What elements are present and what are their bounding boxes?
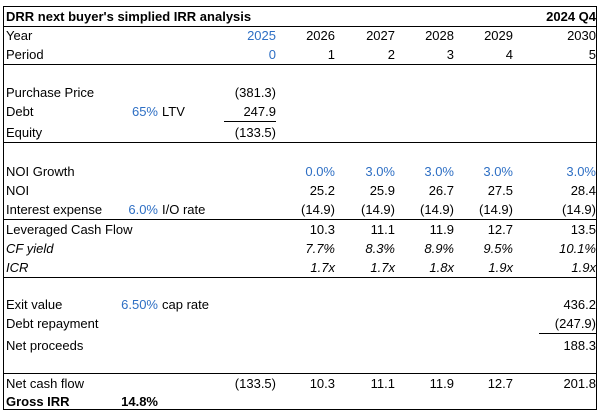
interest-label: Interest expense [6, 202, 103, 217]
lcf-cell: 10.3 [309, 222, 335, 237]
ltv-label: LTV [162, 104, 185, 119]
cf-yield-cell: 8.9% [424, 241, 454, 256]
net-cash-flow-cell: 11.1 [370, 376, 395, 391]
period-label: 2024 Q4 [546, 9, 596, 24]
io-rate-label: I/O rate [162, 202, 206, 217]
year-label: Year [6, 28, 33, 43]
interest-cell: (14.9) [301, 202, 335, 217]
noi-cell: 25.9 [369, 183, 395, 198]
icr-cell: 1.8x [429, 260, 454, 275]
noi-growth-cell: 3.0% [566, 164, 596, 179]
noi-growth-cell: 0.0% [305, 164, 335, 179]
cf-yield-label: CF yield [6, 241, 54, 256]
ltv-value: 65% [131, 104, 158, 119]
noi-row: NOI 25.2 25.9 26.7 27.5 28.4 [4, 181, 596, 200]
cf-yield-cell: 8.3% [365, 241, 395, 256]
debt-repayment-amount: (247.9) [539, 314, 596, 334]
period-cell: 5 [588, 47, 596, 62]
icr-cell: 1.9x [488, 260, 513, 275]
icr-label: ICR [6, 260, 29, 275]
icr-cell: 1.9x [571, 260, 596, 275]
net-cash-flow-cell: 12.7 [487, 376, 513, 391]
interest-cell: (14.9) [562, 202, 596, 217]
cf-yield-row: CF yield 7.7% 8.3% 8.9% 9.5% 10.1% [4, 239, 596, 258]
net-proceeds-amount: 188.3 [563, 338, 596, 353]
purchase-price-row: Purchase Price (381.3) [4, 83, 596, 102]
lcf-cell: 13.5 [570, 222, 596, 237]
net-proceeds-row: Net proceeds 188.3 [4, 336, 596, 355]
equity-row: Equity (133.5) [4, 123, 596, 143]
period-cell: 0 [268, 47, 276, 62]
title-row: DRR next buyer's simplied IRR analysis 2… [4, 7, 596, 27]
period-cell: 3 [446, 47, 454, 62]
noi-label: NOI [6, 183, 30, 198]
year-cell: 2029 [484, 28, 513, 43]
purchase-price-value: (381.3) [234, 85, 276, 100]
period-row: Period 0 1 2 3 4 5 [4, 45, 596, 65]
cap-rate-value: 6.50% [121, 297, 158, 312]
noi-cell: 27.5 [487, 183, 513, 198]
lcf-label: Leveraged Cash Flow [6, 222, 133, 237]
net-cash-flow-row: Net cash flow (133.5) 10.3 11.1 11.9 12.… [4, 373, 596, 393]
year-cell: 2026 [306, 28, 335, 43]
period-cell: 4 [505, 47, 513, 62]
gross-irr-value: 14.8% [121, 394, 158, 409]
lcf-cell: 12.7 [487, 222, 513, 237]
period-cell: 2 [387, 47, 395, 62]
noi-growth-cell: 3.0% [483, 164, 513, 179]
icr-cell: 1.7x [370, 260, 395, 275]
net-cash-flow-cell: 201.8 [563, 376, 596, 391]
year-cell: 2025 [247, 28, 276, 43]
net-cash-flow-cell: 11.9 [429, 376, 454, 391]
period-cell: 1 [327, 47, 335, 62]
interest-cell: (14.9) [361, 202, 395, 217]
exit-value-label: Exit value [6, 297, 63, 312]
sheet-title: DRR next buyer's simplied IRR analysis [6, 9, 252, 24]
cf-yield-cell: 7.7% [305, 241, 335, 256]
year-cell: 2027 [366, 28, 395, 43]
icr-cell: 1.7x [310, 260, 335, 275]
debt-repayment-label: Debt repayment [6, 316, 99, 331]
noi-cell: 26.7 [428, 183, 454, 198]
net-proceeds-label: Net proceeds [6, 338, 84, 353]
debt-label: Debt [6, 104, 34, 119]
year-row: Year 2025 2026 2027 2028 2029 2030 [4, 26, 596, 45]
leveraged-cash-flow-row: Leveraged Cash Flow 10.3 11.1 11.9 12.7 … [4, 220, 596, 239]
year-cell: 2030 [567, 28, 596, 43]
period-row-label: Period [6, 47, 44, 62]
debt-row: Debt 65% LTV 247.9 [4, 102, 596, 122]
noi-cell: 28.4 [570, 183, 596, 198]
equity-value: (133.5) [234, 125, 276, 140]
noi-growth-row: NOI Growth 0.0% 3.0% 3.0% 3.0% 3.0% [4, 162, 596, 181]
cf-yield-cell: 10.1% [559, 241, 596, 256]
noi-growth-cell: 3.0% [424, 164, 454, 179]
gross-irr-label: Gross IRR [6, 394, 70, 409]
exit-value-row: Exit value 6.50% cap rate 436.2 [4, 295, 596, 314]
interest-cell: (14.9) [479, 202, 513, 217]
lcf-cell: 11.9 [429, 222, 454, 237]
cap-rate-label: cap rate [162, 297, 209, 312]
noi-growth-label: NOI Growth [6, 164, 75, 179]
net-cash-flow-cell: 10.3 [309, 376, 335, 391]
debt-value: 247.9 [224, 102, 276, 122]
noi-cell: 25.2 [309, 183, 335, 198]
gross-irr-row: Gross IRR 14.8% [4, 392, 596, 411]
purchase-price-label: Purchase Price [6, 85, 95, 100]
debt-repayment-row: Debt repayment (247.9) [4, 314, 596, 334]
net-cash-flow-label: Net cash flow [6, 376, 85, 391]
io-rate-value: 6.0% [128, 202, 158, 217]
exit-value-amount: 436.2 [563, 297, 596, 312]
noi-growth-cell: 3.0% [365, 164, 395, 179]
year-cell: 2028 [425, 28, 454, 43]
lcf-cell: 11.1 [370, 222, 395, 237]
interest-cell: (14.9) [420, 202, 454, 217]
equity-label: Equity [6, 125, 43, 140]
cf-yield-cell: 9.5% [483, 241, 513, 256]
interest-expense-row: Interest expense 6.0% I/O rate (14.9) (1… [4, 200, 596, 220]
icr-row: ICR 1.7x 1.7x 1.8x 1.9x 1.9x [4, 258, 596, 278]
net-cash-flow-cell: (133.5) [234, 376, 276, 391]
